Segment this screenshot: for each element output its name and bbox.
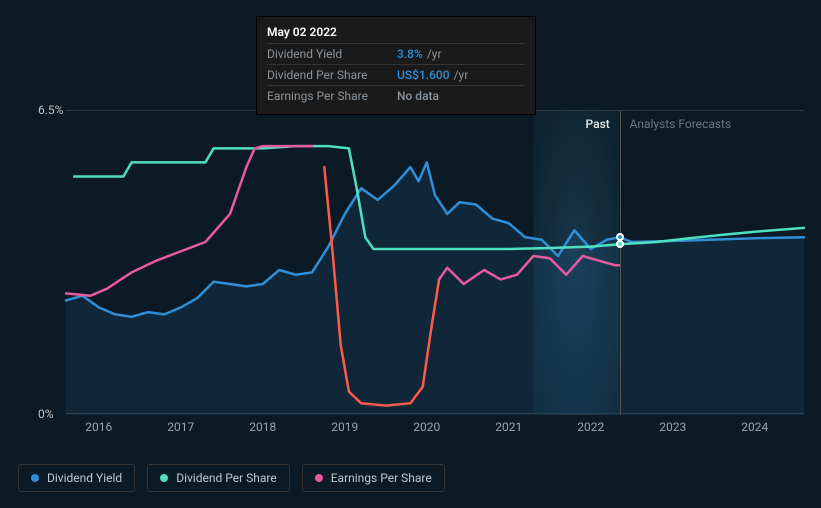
tooltip-rows: Dividend Yield3.8%/yrDividend Per ShareU… <box>267 43 525 106</box>
tooltip-date: May 02 2022 <box>267 25 525 39</box>
x-axis-tick: 2019 <box>331 420 358 434</box>
tooltip-row: Dividend Yield3.8% /yr <box>267 43 525 64</box>
tooltip-row: Dividend Per ShareUS$1.600/yr <box>267 64 525 85</box>
legend-dot <box>31 474 39 482</box>
legend-item-dividend_yield[interactable]: Dividend Yield <box>18 464 135 492</box>
x-axis-tick: 2016 <box>85 420 112 434</box>
x-axis-tick: 2017 <box>167 420 194 434</box>
legend-dot <box>160 474 168 482</box>
x-axis-tick: 2023 <box>659 420 686 434</box>
x-axis-tick: 2022 <box>577 420 604 434</box>
legend-label: Earnings Per Share <box>331 471 432 485</box>
legend-label: Dividend Per Share <box>176 471 277 485</box>
series-marker <box>616 240 624 248</box>
legend-label: Dividend Yield <box>47 471 122 485</box>
tooltip-row: Earnings Per ShareNo data <box>267 85 525 106</box>
tooltip-row-value: 3.8% <box>397 47 423 61</box>
chart-tooltip: May 02 2022 Dividend Yield3.8%/yrDividen… <box>256 16 536 115</box>
legend: Dividend Yield Dividend Per Share Earnings… <box>18 464 445 492</box>
dividend-yield-area <box>66 162 804 415</box>
tooltip-row-label: Earnings Per Share <box>267 89 397 103</box>
y-axis-label-min: 0% <box>38 407 54 421</box>
x-axis-labels: 2016 2017 2018 2019 2020 2021 2022 2023 2024 <box>66 420 804 440</box>
tooltip-row-label: Dividend Per Share <box>267 68 397 82</box>
tooltip-row-unit: /yr <box>427 47 442 61</box>
x-axis-tick: 2018 <box>249 420 276 434</box>
y-axis-label-max: 6.5% <box>38 103 63 117</box>
tooltip-cursor-line <box>620 111 621 415</box>
x-axis-tick: 2024 <box>741 420 768 434</box>
tooltip-row-value: No data <box>397 89 439 103</box>
x-axis-tick: 2020 <box>413 420 440 434</box>
tooltip-row-value: US$1.600 <box>397 68 450 82</box>
chart-svg <box>66 111 804 415</box>
tooltip-row-label: Dividend Yield <box>267 47 397 61</box>
tooltip-row-unit: /yr <box>454 68 469 82</box>
legend-item-earnings_per_share[interactable]: Earnings Per Share <box>302 464 445 492</box>
x-axis-tick: 2021 <box>495 420 522 434</box>
chart-container: 6.5% 0% Past Analysts Forecasts 20162017… <box>18 110 804 430</box>
legend-item-dividend_per_share[interactable]: Dividend Per Share <box>147 464 290 492</box>
legend-dot <box>315 474 323 482</box>
plot-area[interactable]: Past Analysts Forecasts <box>66 110 804 414</box>
